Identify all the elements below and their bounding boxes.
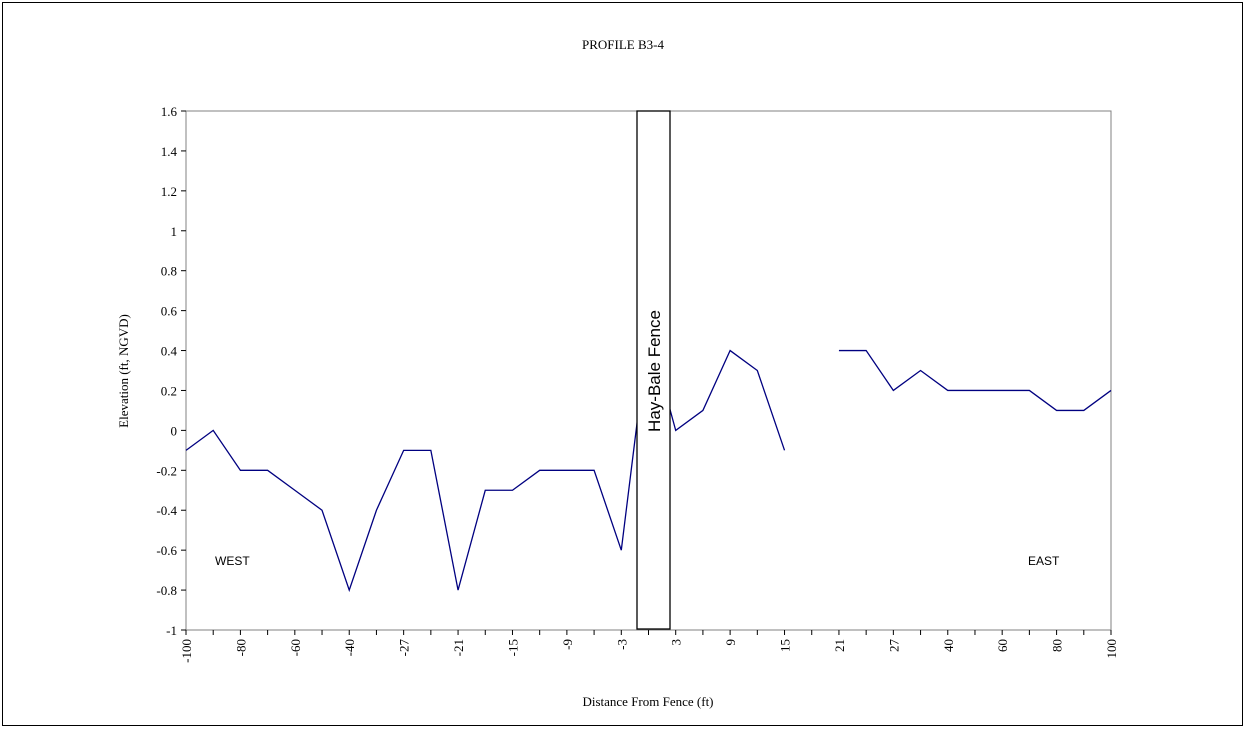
y-tick-label: 0.4 — [161, 344, 178, 359]
y-tick-label: -0.8 — [156, 583, 177, 598]
hay-bale-fence-box — [636, 110, 671, 630]
y-tick-label: 1.2 — [161, 184, 177, 199]
x-tick-label: 60 — [995, 639, 1010, 652]
x-tick-label: -40 — [342, 639, 357, 656]
y-tick-label: -1 — [166, 623, 177, 638]
y-tick-label: 0.2 — [161, 383, 177, 398]
elevation-series-line — [185, 330, 1112, 593]
x-tick-label: -100 — [179, 639, 194, 663]
x-tick-label: -60 — [288, 639, 303, 656]
x-tick-label: 27 — [886, 639, 901, 653]
y-tick-label: -0.2 — [156, 463, 177, 478]
fence-label: Hay-Bale Fence — [645, 310, 664, 432]
x-tick-label: -21 — [451, 639, 466, 656]
profile-chart: PROFILE B3-4 1.6 1.4 1.2 1 0.8 0.6 0.4 0.2 0 -0.2… — [116, 37, 1119, 709]
x-tick-label: -3 — [614, 639, 629, 650]
x-tick-label: 40 — [941, 639, 956, 652]
y-tick-label: 0.8 — [161, 264, 177, 279]
chart-title: PROFILE B3-4 — [582, 37, 664, 52]
y-tick-label: 0 — [171, 423, 178, 438]
x-tick-label: -27 — [397, 639, 412, 657]
y-tick-label: 1.6 — [161, 104, 178, 119]
west-label: WEST — [215, 554, 250, 568]
x-axis: -100 -80 -60 -40 -27 -21 -15 -9 -3 3 9 15 21 27 40 60 80… — [179, 630, 1119, 663]
y-axis: 1.6 1.4 1.2 1 0.8 0.6 0.4 0.2 0 -0.2 -0.4 -0.6 -0.8 -… — [156, 104, 186, 638]
y-tick-label: 1 — [171, 224, 178, 239]
x-tick-label: 21 — [832, 639, 847, 652]
x-tick-label: -9 — [560, 639, 575, 650]
x-tick-label: 80 — [1050, 639, 1065, 652]
x-axis-label: Distance From Fence (ft) — [582, 694, 713, 709]
east-label: EAST — [1028, 554, 1060, 568]
x-tick-label: 100 — [1104, 639, 1119, 659]
y-tick-label: -0.4 — [156, 503, 177, 518]
x-tick-label: -80 — [233, 639, 248, 656]
x-tick-label: -15 — [505, 639, 520, 656]
y-tick-label: 1.4 — [161, 144, 178, 159]
x-tick-label: 3 — [669, 639, 684, 646]
y-axis-label: Elevation (ft, NGVD) — [116, 314, 131, 428]
y-tick-label: 0.6 — [161, 304, 178, 319]
y-tick-label: -0.6 — [156, 543, 177, 558]
x-tick-label: 15 — [778, 639, 793, 652]
x-tick-label: 9 — [723, 639, 738, 646]
